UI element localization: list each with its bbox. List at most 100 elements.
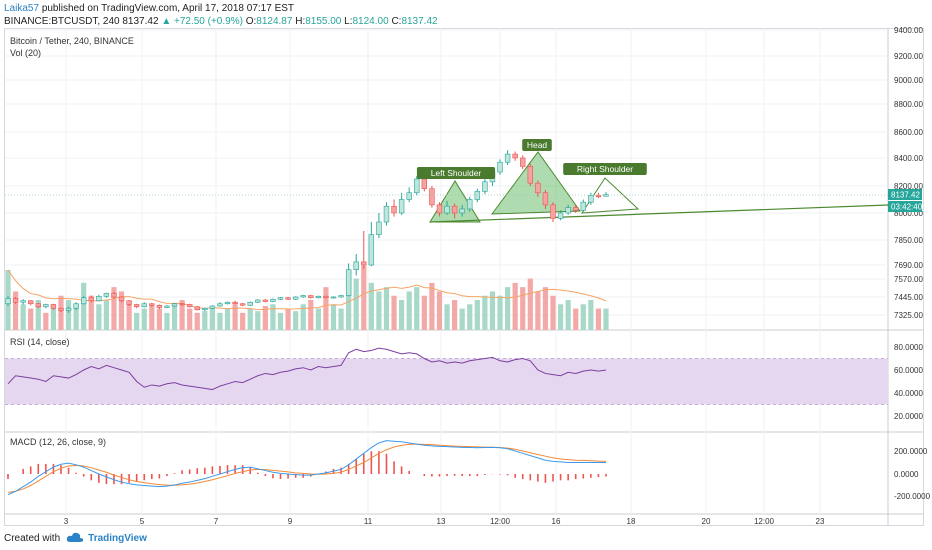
candle-body (88, 297, 94, 302)
annotation-right-shoulder-box (563, 163, 647, 175)
candle-body (345, 269, 352, 296)
candle-body (550, 204, 556, 219)
candle-body (474, 191, 481, 200)
volume-bar (557, 304, 564, 330)
volume-bar (391, 295, 397, 330)
candle-body (391, 205, 397, 214)
macd-signal-line (7, 443, 607, 493)
candle-body (459, 208, 465, 214)
rsi-tick-label: 60.0000 (894, 366, 923, 375)
volume-bar (240, 312, 246, 330)
candle-body (171, 303, 178, 307)
volume-bar (202, 311, 208, 330)
volume-bar (421, 295, 427, 330)
volume-bar (482, 295, 488, 330)
candle-body (580, 201, 586, 211)
candle-body (262, 299, 269, 302)
annotation-left-shoulder-box (416, 167, 496, 179)
publish-line: Laika57 published on TradingView.com, Ap… (4, 3, 294, 14)
main-pane-title: Bitcoin / Tether, 240, BINANCE (10, 36, 134, 46)
tradingview-logo[interactable]: TradingView (66, 532, 147, 544)
annotation-right-shoulder: Right Shoulder (577, 164, 633, 174)
macd-tick-label: 200.0000 (894, 447, 928, 456)
rsi-pane-title: RSI (14, close) (10, 337, 70, 347)
price-tick-label: 9200.00 (894, 52, 923, 61)
candle-body (497, 161, 503, 173)
volume-bar (103, 300, 110, 330)
chart-frame[interactable] (4, 28, 924, 526)
price-change: ▲ +72.50 (+0.9%) (161, 16, 243, 27)
candle-body (467, 199, 473, 210)
volume-bar (573, 308, 579, 330)
candle-body (194, 306, 200, 311)
candle-body (111, 293, 117, 298)
time-tick-label: 13 (437, 517, 446, 526)
volume-bar (194, 312, 200, 330)
price-tick-label: 8400.00 (894, 154, 923, 163)
close-value: 8137.42 (401, 16, 438, 27)
created-with-label: Created with (4, 532, 61, 544)
volume-bar (353, 278, 359, 330)
candle-body (300, 295, 306, 298)
volume-bar (497, 295, 503, 330)
time-tick-label: 7 (214, 517, 219, 526)
volume-bar (118, 291, 125, 330)
volume-bar (293, 311, 299, 330)
candle-body (50, 304, 57, 309)
price-tick-label: 7445.00 (894, 293, 923, 302)
rsi-tick-label: 40.0000 (894, 389, 923, 398)
volume-bar (588, 300, 594, 330)
candle-body (588, 195, 594, 203)
volume-bar (361, 265, 367, 330)
price-tick-label: 7690.00 (894, 261, 923, 270)
volume-bar (512, 282, 518, 330)
candle-body (96, 295, 102, 302)
symbol-label: BINANCE:BTCUSDT, 240 (4, 16, 120, 27)
candle-body (444, 205, 450, 214)
candle-body (12, 298, 19, 303)
volume-bar (580, 304, 586, 330)
time-tick-label: 23 (816, 517, 825, 526)
price-tick-label: 7850.00 (894, 236, 923, 245)
volume-bar (28, 308, 34, 330)
volume-bar (368, 282, 374, 330)
candle-body (80, 297, 87, 305)
price-tick-label: 7325.00 (894, 311, 923, 320)
volume-bar (171, 304, 178, 330)
volume-bar (474, 300, 480, 330)
volume-bar (50, 304, 57, 330)
author-link[interactable]: Laika57 (4, 3, 40, 14)
tradingview-brand: TradingView (88, 532, 147, 544)
high-value: 8155.00 (305, 16, 342, 27)
volume-bar (247, 308, 253, 330)
candle-body (285, 297, 291, 300)
volume-bar (73, 304, 79, 330)
annotation-head-box (522, 139, 552, 151)
candle-body (330, 296, 337, 299)
candle-body (126, 300, 132, 305)
volume-bar (376, 291, 382, 330)
candle-body (520, 157, 526, 167)
price-tick-label: 9000.00 (894, 76, 923, 85)
published-text: published on TradingView.com, April 17, … (41, 3, 295, 14)
candle-body (277, 297, 284, 300)
volume-bar (414, 287, 420, 330)
candle-body (527, 166, 534, 184)
volume-bar (338, 308, 344, 330)
volume-bar (315, 308, 321, 330)
volume-bar (149, 304, 155, 330)
candle-body (73, 303, 79, 309)
candle-body (398, 199, 405, 214)
volume-bar (111, 287, 117, 330)
volume-bar (156, 308, 162, 330)
volume-bar (126, 304, 132, 330)
volume-bar (58, 295, 64, 330)
volume-bar (65, 300, 72, 330)
volume-bar (346, 270, 352, 330)
candle-body (217, 303, 223, 307)
time-tick-label: 11 (364, 517, 373, 526)
candle-body (603, 194, 609, 197)
volume-pane-title: Vol (20) (10, 48, 42, 58)
candle-body (141, 303, 147, 308)
